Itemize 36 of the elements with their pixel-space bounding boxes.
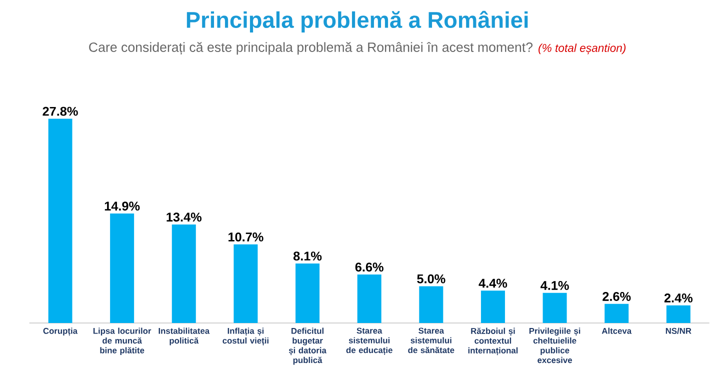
data-label: 2.4% — [664, 293, 693, 302]
bar — [357, 274, 382, 323]
x-tick-label: Lipsa locurilor de muncă bine plătite — [93, 328, 152, 355]
x-tick-label: Altceva — [602, 328, 632, 334]
data-label: 4.4% — [478, 278, 508, 288]
bar — [419, 286, 444, 323]
bar — [296, 263, 320, 323]
bar — [234, 244, 258, 323]
bar — [666, 305, 690, 323]
chart-title: Principala problemă a României — [186, 10, 528, 32]
data-label: 10.7% — [228, 232, 264, 242]
bar — [172, 224, 196, 323]
data-label: 6.6% — [355, 262, 384, 272]
data-label: 13.4% — [166, 212, 202, 222]
x-tick-label: Starea sistemului de educație — [346, 328, 392, 355]
x-tick-label: Războiul și contextul internațional — [468, 328, 518, 356]
x-tick-label: NS/NR — [666, 328, 692, 334]
bar — [480, 290, 505, 323]
data-label: 8.1% — [293, 252, 322, 261]
data-label: 27.8% — [42, 106, 78, 116]
x-tick-label: Instabilitatea politică — [158, 328, 210, 346]
bar — [604, 304, 629, 323]
x-tick-label: Privilegiile și cheltuielile publice excesive — [529, 328, 580, 364]
x-tick-label: Deficitul bugetar și datoria publică — [288, 328, 326, 365]
bar — [110, 214, 134, 323]
bar — [48, 118, 72, 323]
data-label: 2.6% — [602, 292, 631, 301]
data-label: 5.0% — [417, 274, 446, 284]
x-tick-label: Inflația și costul vieții — [222, 328, 268, 346]
bar — [542, 292, 567, 323]
text: (% total eșantion) — [538, 44, 626, 54]
data-label: 14.9% — [104, 202, 140, 211]
data-label: 4.1% — [540, 281, 569, 290]
x-tick-label: Corupția — [43, 328, 78, 336]
chart-subtitle: Care considerați că este principala problemă a României în acest moment? — [89, 42, 533, 55]
x-tick-label: Starea sistemului de sănătate — [408, 328, 454, 354]
